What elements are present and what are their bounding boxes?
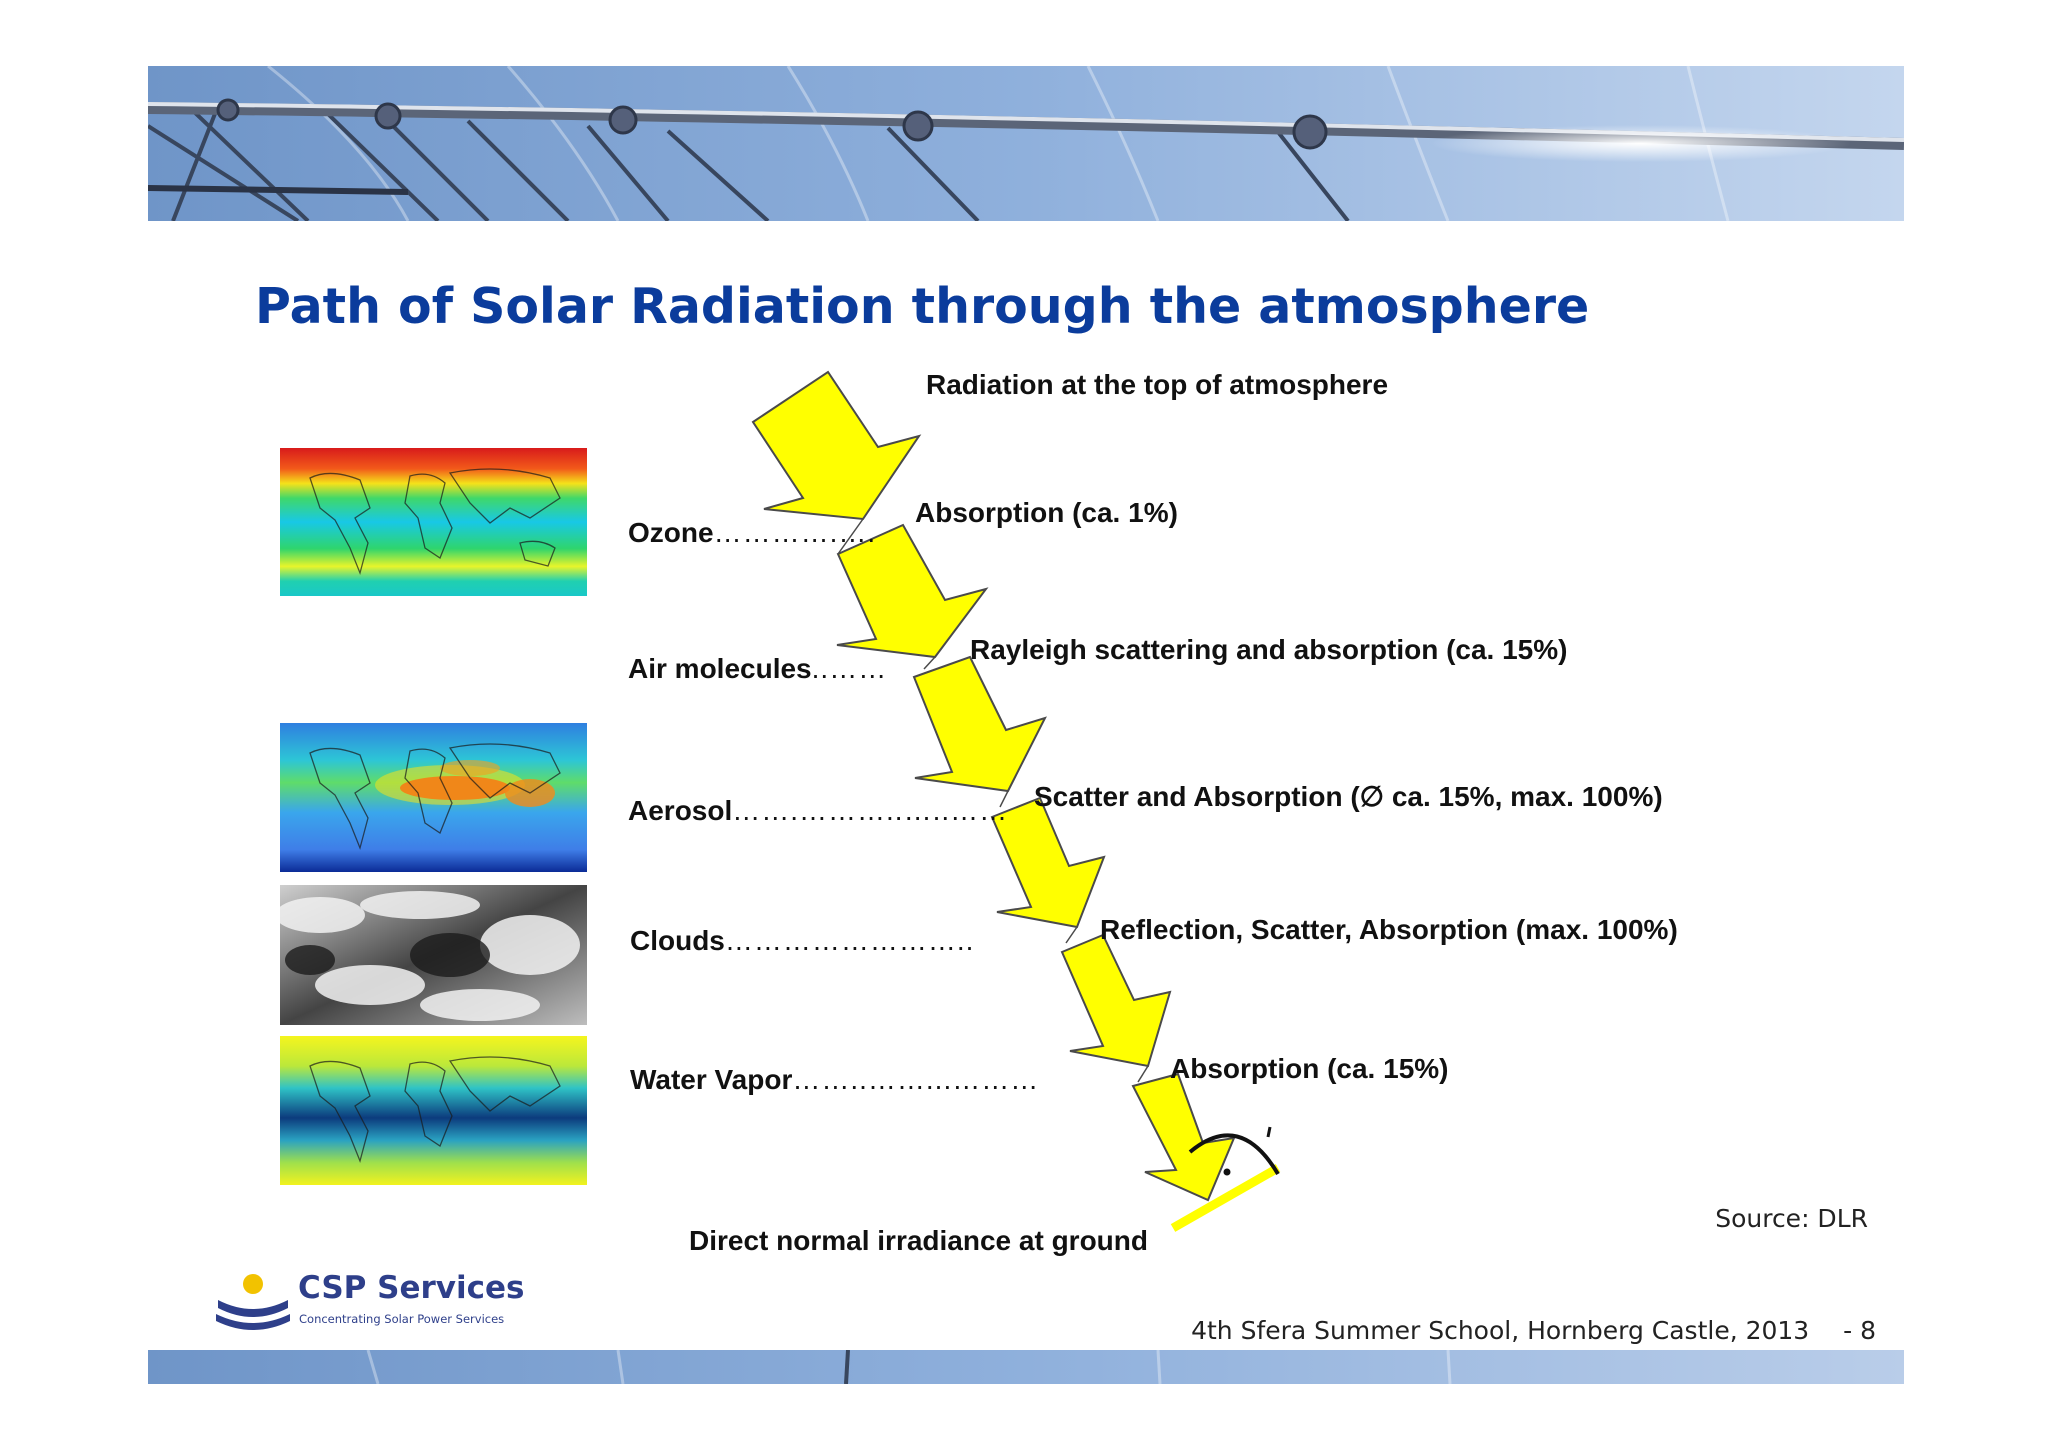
leader-dots: ………….….	[713, 517, 877, 548]
connector-line-1	[837, 518, 864, 555]
radiation-arrow-6	[1131, 1072, 1236, 1202]
radiation-arrow-2	[836, 523, 989, 659]
ground-label: Direct normal irradiance at ground	[689, 1225, 1148, 1256]
logo-name: CSP Services	[298, 1270, 525, 1306]
logo-tagline: Concentrating Solar Power Services	[299, 1312, 505, 1326]
top-of-atmosphere-label: Radiation at the top of atmosphere	[926, 369, 1389, 400]
aerosol-map	[280, 723, 587, 872]
leader-dots: ..……	[811, 653, 888, 684]
radiation-arrow-1	[751, 370, 922, 521]
effect-label-aerosol: Scatter and Absorption (∅ ca. 15%, max. …	[1034, 781, 1663, 812]
layer-label-ozone: Ozone………….….	[628, 517, 876, 549]
slide-title: Path of Solar Radiation through the atmo…	[255, 278, 1590, 335]
clouds-map	[280, 885, 587, 1025]
effect-label-air-molecules: Rayleigh scattering and absorption (ca. …	[970, 634, 1568, 665]
layer-name: Water Vapor	[630, 1064, 793, 1095]
leader-dots: ……..……...………	[792, 1064, 1040, 1095]
effect-label-ozone: Absorption (ca. 1%)	[915, 497, 1178, 528]
layer-label-air-molecules: Air molecules..……	[628, 653, 887, 685]
layer-label-clouds: Clouds……………………..	[630, 925, 974, 957]
footer: 4th Sfera Summer School, Hornberg Castle…	[1191, 1316, 1876, 1345]
radiation-arrow-5	[1060, 933, 1172, 1068]
csp-services-logo: CSP Services Concentrating Solar Power S…	[212, 1268, 525, 1340]
ozone-map	[280, 448, 587, 596]
right-angle-dot	[1223, 1168, 1231, 1176]
bottom-banner-photo	[148, 1350, 1904, 1384]
leader-dots: …….………..…..……	[732, 795, 1009, 826]
layer-name: Ozone	[628, 517, 714, 548]
layer-name: Clouds	[630, 925, 725, 956]
layer-name: Aerosol	[628, 795, 733, 826]
connector-line-5	[1137, 1065, 1149, 1083]
connector-line-3	[999, 790, 1009, 808]
water-vapor-map	[280, 1036, 587, 1185]
source-credit: Source: DLR	[1715, 1204, 1868, 1233]
connector-line-4	[1065, 926, 1078, 944]
incidence-angle-arc	[1188, 1133, 1280, 1176]
connector-line-2	[923, 656, 936, 670]
logo-mark-icon	[216, 1274, 290, 1330]
footer-event: 4th Sfera Summer School, Hornberg Castle…	[1191, 1316, 1810, 1345]
leader-dots: ……………………..	[724, 925, 975, 956]
page-number: - 8	[1843, 1316, 1876, 1345]
layer-name: Air molecules	[628, 653, 812, 684]
normal-tick	[1266, 1126, 1272, 1138]
radiation-arrow-3	[912, 655, 1047, 793]
layer-label-water-vapor: Water Vapor……..……...………	[630, 1064, 1039, 1096]
radiation-arrow-4	[990, 796, 1106, 929]
effect-label-clouds: Reflection, Scatter, Absorption (max. 10…	[1100, 914, 1678, 945]
effect-label-water-vapor: Absorption (ca. 15%)	[1170, 1053, 1449, 1084]
layer-label-aerosol: Aerosol…….………..…..……	[628, 795, 1008, 827]
ground-surface	[1170, 1164, 1281, 1232]
top-banner-photo	[148, 66, 1904, 221]
